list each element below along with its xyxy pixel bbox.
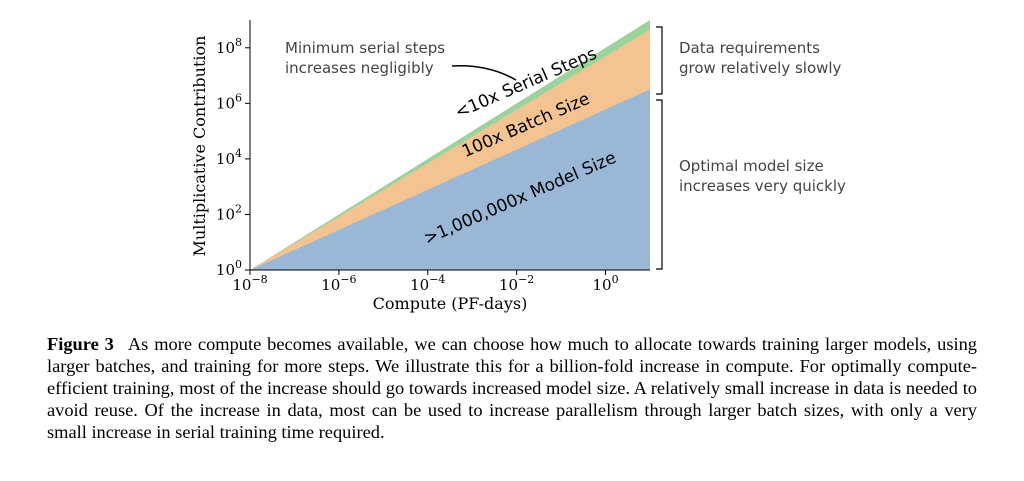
caption-text: As more compute becomes available, we ca… — [47, 334, 977, 442]
model-bracket — [656, 99, 663, 270]
serial-annotation-line2: increases negligibly — [285, 59, 434, 77]
x-ticks: 10−8 10−6 10−4 10−2 100 — [232, 270, 619, 294]
y-tick-0-label: 100 — [216, 258, 242, 279]
x-tick-3-label: 10−2 — [499, 273, 534, 294]
x-tick-1-label: 10−6 — [321, 273, 356, 294]
area-layers — [250, 20, 650, 271]
data-annotation-line2: grow relatively slowly — [679, 59, 842, 77]
data-bracket — [656, 26, 663, 95]
data-annotation-line1: Data requirements — [679, 39, 820, 57]
x-axis-label: Compute (PF-days) — [373, 294, 528, 313]
model-annotation-line1: Optimal model size — [679, 157, 824, 175]
x-tick-4-label: 100 — [593, 273, 619, 294]
figure-label: Figure 3 — [47, 334, 114, 354]
serial-annotation-arrow — [451, 65, 517, 81]
y-axis-label: Multiplicative Contribution — [190, 36, 209, 257]
model-annotation-line2: increases very quickly — [679, 177, 846, 195]
y-tick-3-label: 106 — [216, 91, 242, 112]
figure-chart: 10−8 10−6 10−4 10−2 100 100 102 104 106 108 Comp… — [190, 20, 846, 313]
y-tick-4-label: 108 — [216, 36, 242, 57]
y-tick-2-label: 104 — [216, 147, 242, 168]
y-tick-1-label: 102 — [216, 202, 242, 223]
serial-annotation-line1: Minimum serial steps — [285, 39, 445, 57]
axes — [249, 20, 650, 271]
x-tick-2-label: 10−4 — [410, 273, 445, 294]
x-tick-0-label: 10−8 — [232, 273, 267, 294]
figure-caption: Figure 3 As more compute becomes availabl… — [47, 333, 977, 443]
y-ticks: 100 102 104 106 108 — [216, 36, 250, 279]
model-size-area — [250, 89, 650, 270]
